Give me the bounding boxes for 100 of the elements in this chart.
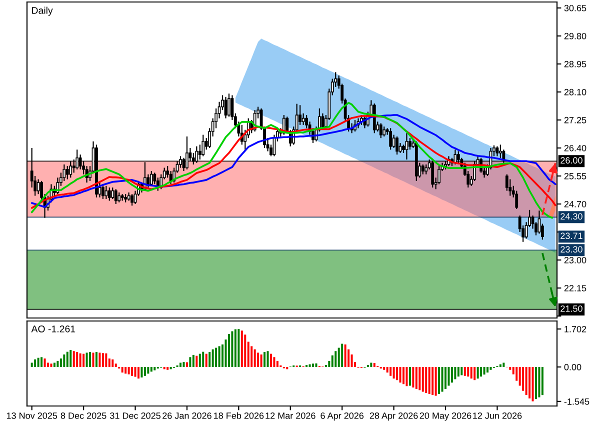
bar bbox=[454, 366, 456, 380]
bar bbox=[264, 352, 266, 367]
bar bbox=[72, 351, 75, 367]
bar bbox=[186, 362, 188, 367]
bar bbox=[180, 362, 182, 367]
y-tick-label: -1.545 bbox=[564, 398, 590, 405]
bar bbox=[344, 344, 346, 367]
bar bbox=[240, 330, 243, 367]
bar bbox=[37, 358, 40, 367]
bar bbox=[486, 366, 489, 373]
bar bbox=[422, 366, 424, 392]
bar bbox=[34, 359, 36, 367]
bar bbox=[202, 352, 204, 367]
bar bbox=[114, 364, 117, 367]
bar bbox=[434, 366, 437, 396]
bar bbox=[196, 356, 198, 367]
bar bbox=[40, 357, 43, 367]
bar bbox=[428, 366, 430, 394]
bar bbox=[244, 334, 246, 367]
bar bbox=[450, 366, 453, 383]
bar bbox=[76, 352, 78, 367]
bar bbox=[499, 364, 502, 367]
bar bbox=[408, 366, 411, 386]
bar bbox=[147, 366, 150, 374]
bar bbox=[415, 366, 418, 390]
bar bbox=[399, 366, 402, 383]
bar bbox=[541, 366, 544, 396]
bar bbox=[315, 363, 318, 367]
bar bbox=[63, 354, 66, 367]
y-tick-label: 0.00 bbox=[564, 364, 582, 370]
bar bbox=[418, 366, 421, 390]
bar bbox=[140, 366, 143, 378]
x-tick-label: 20 May 2026 bbox=[420, 412, 472, 421]
bar bbox=[257, 352, 260, 367]
bar bbox=[438, 366, 440, 394]
bar bbox=[112, 359, 114, 367]
bar bbox=[370, 362, 372, 367]
bar bbox=[131, 366, 134, 376]
bar bbox=[66, 352, 68, 367]
bar bbox=[276, 360, 278, 367]
bar bbox=[189, 357, 192, 367]
bar bbox=[86, 352, 88, 367]
bar bbox=[124, 366, 127, 374]
bar bbox=[266, 351, 269, 367]
bar bbox=[532, 366, 534, 402]
bar bbox=[490, 366, 492, 370]
bar bbox=[270, 354, 272, 367]
bar bbox=[47, 362, 50, 367]
bar bbox=[432, 366, 434, 396]
bar bbox=[231, 331, 234, 367]
bar bbox=[105, 353, 108, 367]
bar bbox=[205, 354, 208, 367]
bar bbox=[373, 362, 376, 367]
x-tick-label: 28 Apr 2026 bbox=[370, 412, 418, 421]
bar bbox=[234, 329, 236, 367]
x-tick-label: 31 Dec 2025 bbox=[110, 412, 160, 419]
bar bbox=[396, 366, 398, 380]
bar bbox=[121, 366, 124, 373]
bar bbox=[457, 366, 460, 377]
bar bbox=[215, 348, 218, 367]
bar bbox=[92, 352, 94, 367]
bar bbox=[98, 352, 101, 367]
bar bbox=[30, 362, 33, 367]
x-tick-label: 18 Feb 2026 bbox=[214, 412, 264, 419]
bar bbox=[182, 362, 185, 367]
bar bbox=[406, 366, 408, 386]
chart-title: AO -1.261 bbox=[31, 326, 76, 332]
bar bbox=[192, 354, 194, 367]
bar bbox=[128, 366, 130, 374]
bar bbox=[441, 366, 444, 392]
bar bbox=[470, 366, 472, 379]
bar bbox=[383, 366, 386, 370]
bar bbox=[467, 366, 470, 377]
bar bbox=[334, 351, 337, 367]
bar bbox=[312, 364, 314, 367]
bar bbox=[50, 364, 52, 367]
bar bbox=[144, 366, 146, 376]
bar bbox=[308, 364, 311, 367]
bar bbox=[538, 366, 540, 398]
bar bbox=[44, 358, 46, 367]
bar bbox=[238, 329, 240, 367]
bar bbox=[392, 366, 395, 379]
bar bbox=[525, 366, 528, 396]
bar bbox=[254, 349, 256, 367]
bar bbox=[502, 362, 505, 367]
bar bbox=[212, 349, 214, 367]
bar bbox=[260, 354, 262, 367]
bar bbox=[528, 366, 531, 398]
bar bbox=[53, 362, 56, 367]
bar bbox=[82, 354, 85, 367]
bar bbox=[425, 366, 428, 394]
bar bbox=[198, 354, 201, 367]
bar bbox=[464, 366, 466, 376]
bar bbox=[150, 366, 152, 372]
x-tick-label: 6 Apr 2026 bbox=[320, 412, 364, 421]
bar bbox=[166, 366, 169, 370]
bar bbox=[338, 348, 340, 367]
x-tick-label: 12 Mar 2026 bbox=[266, 412, 316, 419]
bar bbox=[134, 366, 136, 377]
bar bbox=[448, 366, 450, 386]
